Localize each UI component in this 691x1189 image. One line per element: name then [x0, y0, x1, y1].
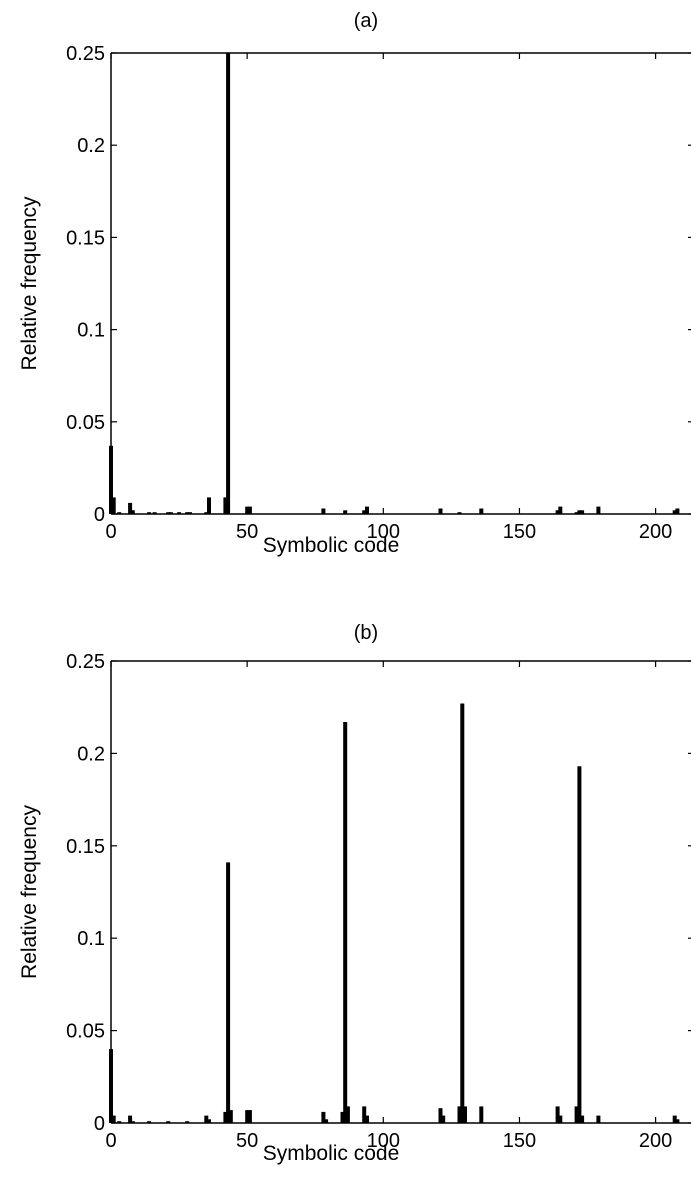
- bar: [147, 1121, 152, 1123]
- y-tick-label: 0.2: [77, 743, 105, 765]
- bar: [177, 512, 182, 514]
- bar: [596, 506, 601, 514]
- y-tick-label: 0.1: [77, 320, 105, 342]
- bar: [128, 1115, 133, 1123]
- bar: [558, 1115, 563, 1123]
- x-tick-label: 100: [367, 1130, 400, 1152]
- bar: [185, 512, 190, 514]
- bar: [204, 1115, 209, 1123]
- x-tick-label: 50: [236, 521, 258, 543]
- bar: [166, 512, 171, 514]
- y-tick-label: 0.05: [66, 1021, 105, 1043]
- bar: [460, 703, 465, 1123]
- bar: [226, 53, 231, 514]
- x-tick-label: 200: [639, 521, 672, 543]
- bar: [675, 508, 680, 514]
- bar: [365, 506, 369, 514]
- bar: [558, 506, 563, 514]
- bar: [577, 766, 582, 1123]
- x-tick-label: 150: [503, 1130, 536, 1152]
- bar: [228, 1110, 233, 1123]
- bar: [321, 1111, 326, 1123]
- bar: [204, 512, 209, 514]
- bar: [457, 1106, 462, 1123]
- bar: [247, 1110, 252, 1123]
- y-tick-label: 0: [94, 504, 105, 526]
- bar: [479, 1106, 484, 1123]
- bar: [188, 512, 192, 514]
- y-tick-label: 0.05: [66, 412, 105, 434]
- bar: [324, 1119, 329, 1123]
- bar: [117, 1121, 122, 1123]
- bar: [128, 502, 133, 514]
- bar: [441, 1115, 446, 1123]
- bar: [438, 508, 443, 514]
- bar: [166, 1121, 171, 1123]
- bar: [555, 510, 560, 514]
- y-tick-label: 0.25: [66, 651, 105, 673]
- x-tick-label: 100: [367, 521, 400, 543]
- bar: [226, 862, 231, 1123]
- x-axis-label: Symbolic code: [263, 534, 400, 557]
- bar: [111, 1115, 116, 1123]
- bar: [111, 497, 116, 514]
- y-tick-label: 0.1: [77, 928, 105, 950]
- bar: [345, 1106, 350, 1123]
- bar: [577, 510, 582, 514]
- bar: [340, 1111, 345, 1123]
- bar: [365, 1115, 369, 1123]
- x-tick-label: 0: [105, 521, 116, 543]
- bar: [185, 1121, 190, 1123]
- y-tick-label: 0.25: [66, 43, 105, 65]
- bar: [117, 512, 122, 514]
- x-tick-label: 50: [236, 1130, 258, 1152]
- bar: [672, 510, 677, 514]
- bar: [343, 510, 348, 514]
- chart-title: (b): [354, 622, 378, 644]
- chart-panel-b: (b) 0 0.05 0.1 0.15 0.2 0.25 0 50 100 150 200 Symbol…: [18, 622, 691, 1165]
- chart-panel-a: (a) 0 0.05 0.1 0.15 0.2 0.25 0 50 100 150 200 Symbol…: [18, 10, 691, 557]
- bar: [247, 506, 252, 514]
- y-tick-label: 0: [94, 1113, 105, 1135]
- bar: [580, 510, 585, 514]
- x-tick-label: 0: [105, 1130, 116, 1152]
- bar: [555, 1106, 560, 1123]
- bar: [147, 512, 152, 514]
- y-tick-label: 0.15: [66, 227, 105, 249]
- y-axis-label: Relative frequency: [18, 196, 41, 370]
- bar: [457, 512, 462, 514]
- bar: [223, 1111, 228, 1123]
- bar: [130, 1121, 135, 1123]
- x-tick-label: 200: [639, 1130, 672, 1152]
- bar: [245, 1110, 250, 1123]
- bar: [596, 1115, 601, 1123]
- y-tick-label: 0.15: [66, 836, 105, 858]
- x-tick-label: 150: [503, 521, 536, 543]
- bar: [463, 1106, 467, 1123]
- x-axis-label: Symbolic code: [263, 1142, 400, 1165]
- chart-title: (a): [354, 10, 378, 32]
- bar: [343, 722, 348, 1123]
- bar: [362, 510, 367, 514]
- y-axis-label: Relative frequency: [18, 805, 41, 979]
- bar: [152, 512, 157, 514]
- bar: [168, 512, 173, 514]
- bar: [130, 510, 135, 514]
- bar: [362, 1106, 367, 1123]
- bar: [672, 1115, 677, 1123]
- bar: [207, 497, 211, 514]
- bar: [675, 1119, 680, 1123]
- bar: [223, 497, 228, 514]
- bar: [580, 1115, 585, 1123]
- y-tick-label: 0.2: [77, 135, 105, 157]
- bar: [207, 1119, 211, 1123]
- bar: [479, 508, 484, 514]
- bar: [321, 508, 326, 514]
- bar: [574, 512, 579, 514]
- bar: [438, 1108, 443, 1123]
- bar: [574, 1106, 579, 1123]
